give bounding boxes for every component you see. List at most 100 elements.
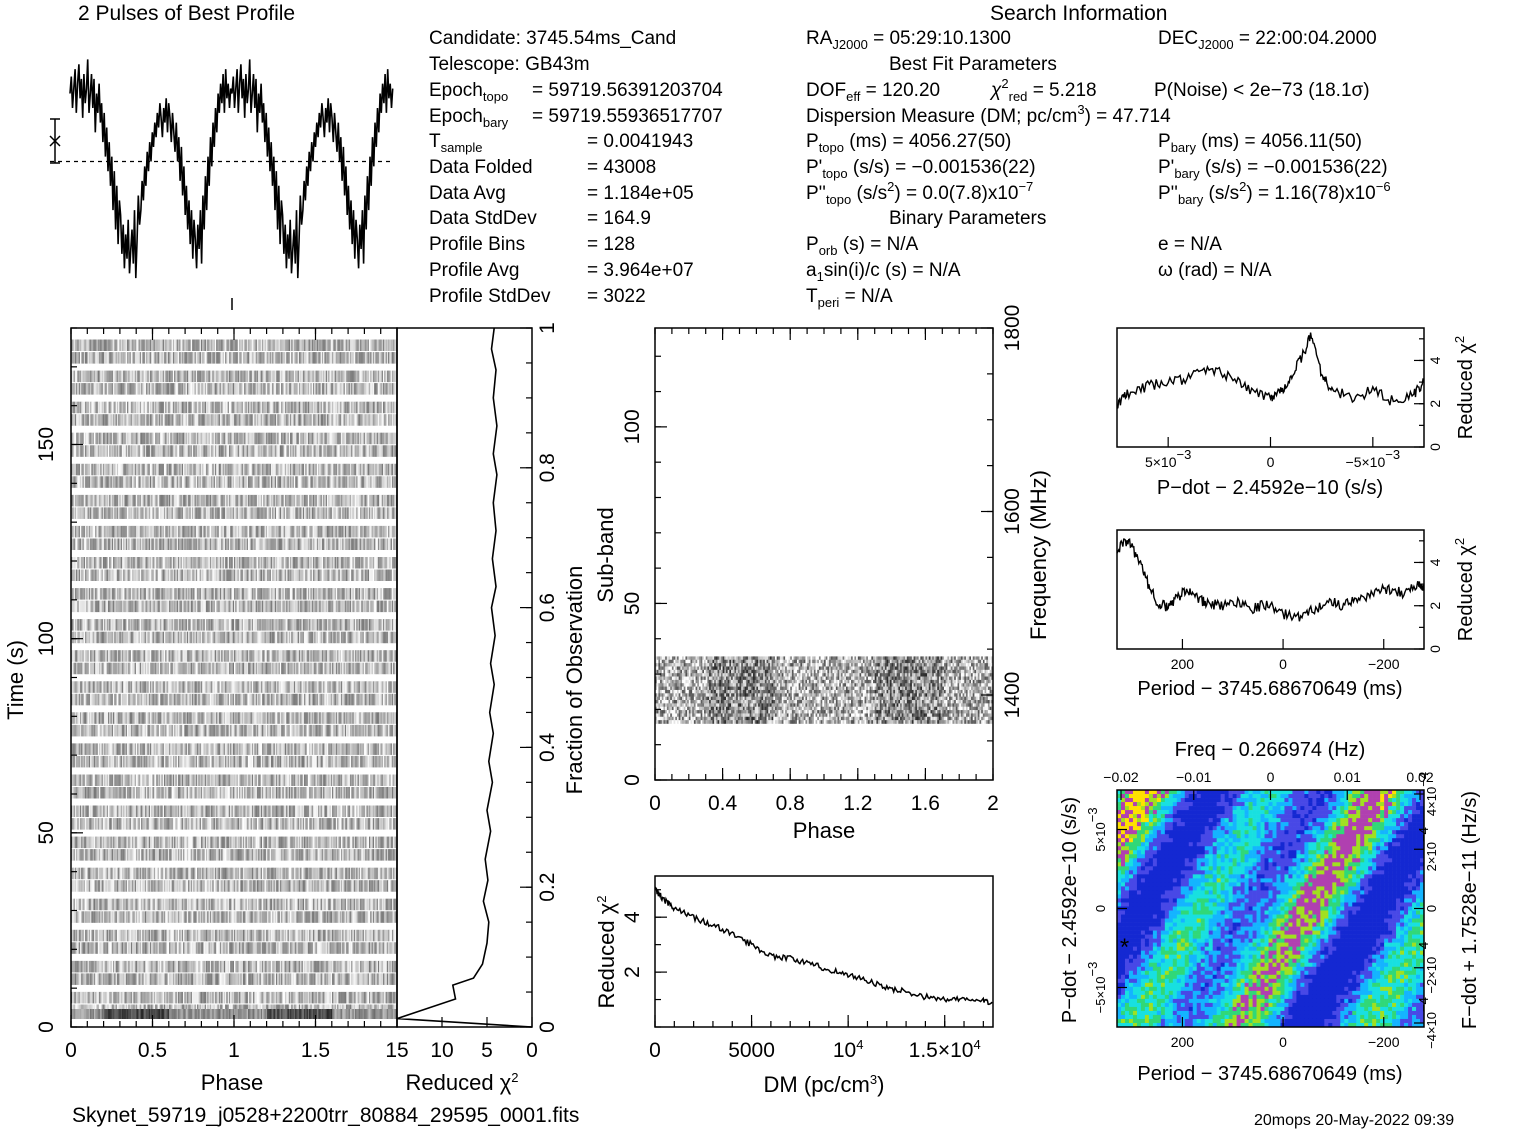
time-tick-label: 0 (35, 1021, 58, 1033)
period-axis-label: Period − 3745.68670649 (ms) (1137, 678, 1402, 700)
dm-tick-label: 0 (649, 1039, 661, 1062)
pp-pdot-axis-label: P−dot − 2.4592e−10 (s/s) (1059, 797, 1081, 1023)
fraction-tick-label: 1 (536, 322, 559, 334)
profile-line (69, 59, 394, 279)
chi-tick-label: 15 (385, 1039, 408, 1062)
p-orb: Porb (s) = N/A (806, 234, 918, 257)
profile-stddev: Profile StdDev (429, 286, 550, 308)
candidate: Candidate: 3745.54ms_Cand (429, 28, 676, 50)
pdot-curve-y-tick-label: 0 (1427, 443, 1443, 451)
pp-freq-tick-label: −0.01 (1176, 769, 1212, 785)
tsample: Tsample (429, 131, 483, 154)
filename: Skynet_59719_j0528+2200trr_80884_29595_0… (72, 1104, 579, 1128)
period-curve-x-tick-label: 200 (1171, 656, 1195, 672)
freq-tick-label: 1800 (1001, 305, 1024, 352)
pp-fdot-tick-label: 0 (1424, 905, 1439, 912)
chi-tick-label: 5 (481, 1039, 493, 1062)
subband-tick-label: 0 (621, 774, 644, 786)
dm-chi-axis-label: Reduced χ2 (594, 896, 619, 1009)
a1-sini: a1sin(i)/c (s) = N/A (806, 260, 961, 283)
pp-freq-tick-label: 0.01 (1334, 769, 1361, 785)
pdot-curve-y-axis-label: Reduced χ2 (1452, 336, 1477, 439)
p-bary: Pbary (ms) = 4056.11(50) (1158, 131, 1362, 154)
fraction-tick-label: 0.4 (536, 732, 559, 762)
sub-phase-tick-label: 0 (649, 792, 661, 815)
fraction-tick-label: 0 (536, 1021, 559, 1033)
time-tick-label: 150 (35, 427, 58, 462)
dispersion-measure: Dispersion Measure (DM; pc/cm3) = 47.714 (806, 103, 1171, 128)
period-curve-y-tick-label: 2 (1427, 602, 1443, 610)
epoch-topo: Epochtopo (429, 80, 508, 103)
dm-line (654, 886, 993, 1006)
phase-tick-label: 1.5 (301, 1039, 330, 1062)
subband-tick-label: 100 (621, 409, 644, 444)
pddot-topo: P''topo (s/s2) = 0.0(7.8)x10−7 (806, 180, 1033, 206)
omega: ω (rad) = N/A (1158, 260, 1272, 282)
pdot-axis-label: P−dot − 2.4592e−10 (s/s) (1157, 477, 1383, 499)
dm-tick-label: 104 (833, 1037, 864, 1062)
search-info-title: Search Information (990, 2, 1167, 26)
best-fit-heading: Best Fit Parameters (889, 54, 1057, 76)
chi-tick-label: 0 (526, 1039, 538, 1062)
profile-bins-value: = 128 (587, 234, 635, 256)
period-curve-y-tick-label: 0 (1427, 645, 1443, 653)
chi-red: χ2red = 5.218 (991, 77, 1097, 103)
fraction-tick-label: 0.8 (536, 453, 559, 482)
t-peri: Tperi = N/A (806, 286, 893, 309)
data-avg-value: = 1.184e+05 (587, 183, 694, 205)
dm-tick-label: 5000 (728, 1039, 775, 1062)
pdot-bary: P'bary (s/s) = −0.001536(22) (1158, 157, 1388, 180)
sub-phase-axis-label: Phase (793, 818, 855, 843)
dec: DECJ2000 = 22:00:04.2000 (1158, 28, 1377, 51)
phase-tick-label: 0 (65, 1039, 77, 1062)
fraction-tick-label: 0.2 (536, 873, 559, 902)
sub-phase-tick-label: 1.2 (843, 792, 872, 815)
sub-phase-tick-label: 0.8 (776, 792, 805, 815)
pp-period-axis-label: Period − 3745.68670649 (ms) (1137, 1063, 1402, 1085)
chi-fraction-line (396, 327, 533, 1028)
best-fit-marker: * (1120, 934, 1129, 961)
pp-fdot-axis-label: F−dot + 1.7528e−11 (Hz/s) (1459, 791, 1481, 1029)
period-curve-frame (1116, 529, 1425, 650)
phase-tick-label: 1 (228, 1039, 240, 1062)
dm-chi-tick-label: 2 (621, 966, 644, 978)
pdot-topo: P'topo (s/s) = −0.001536(22) (806, 157, 1036, 180)
sub-phase-tick-label: 2 (987, 792, 999, 815)
telescope: Telescope: GB43m (429, 54, 590, 76)
profile-avg: Profile Avg (429, 260, 519, 282)
pp-pdot-tick-label: −5×10−3 (1085, 962, 1108, 1014)
dm-frame (654, 875, 994, 1028)
frequency-axis-label: Frequency (MHz) (1026, 470, 1051, 640)
dof: DOFeff = 120.20 (806, 80, 940, 103)
time-tick-label: 50 (35, 821, 58, 844)
dm-tick-label: 1.5×104 (909, 1037, 981, 1062)
phase-tick-label: 0.5 (138, 1039, 167, 1062)
fraction-tick-label: 0.6 (536, 593, 559, 622)
pdot-curve-frame (1116, 327, 1425, 448)
epoch-topo-value: = 59719.56391203704 (532, 80, 723, 102)
pdot-curve-x-tick-label: 5×10−3 (1145, 447, 1191, 470)
period-curve-x-tick-label: −200 (1368, 656, 1400, 672)
data-folded-value: = 43008 (587, 157, 656, 179)
pdot-curve-x-tick-label: −5×10−3 (1346, 447, 1401, 470)
subband-axis-label: Sub-band (593, 507, 618, 602)
epoch-bary: Epochbary (429, 106, 508, 129)
freq-axis-label: Freq − 0.266974 (Hz) (1175, 739, 1366, 761)
pddot-bary: P''bary (s/s2) = 1.16(78)x10−6 (1158, 180, 1391, 206)
pdot-curve-line (1116, 332, 1424, 409)
pdot-curve-y-tick-label: 4 (1427, 356, 1443, 364)
freq-tick-label: 1400 (1001, 672, 1024, 719)
pp-period-tick-label: 200 (1171, 1034, 1195, 1050)
ra: RAJ2000 = 05:29:10.1300 (806, 28, 1011, 51)
chi-fraction-frame (396, 327, 533, 1028)
footer-stamp: 20mops 20-May-2022 09:39 (1254, 1110, 1454, 1132)
pp-period-tick-label: 0 (1279, 1034, 1287, 1050)
sub-phase-tick-label: 0.4 (708, 792, 738, 815)
time-tick-label: 100 (35, 621, 58, 656)
pp-freq-tick-label: −0.02 (1103, 769, 1139, 785)
p-topo: Ptopo (ms) = 4056.27(50) (806, 131, 1011, 154)
phase-axis-label: Phase (201, 1070, 263, 1095)
pp-pdot-tick-label: 0 (1093, 905, 1108, 912)
pp-pdot-tick-label: 5×10−3 (1085, 807, 1108, 851)
